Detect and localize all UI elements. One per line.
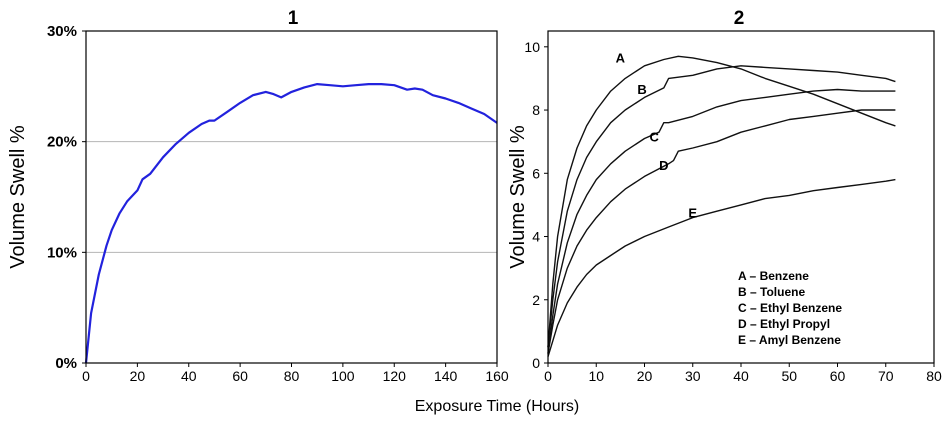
chart-1-y-tick-label: 20% <box>47 134 77 151</box>
chart-2-curve-label: A <box>616 51 626 66</box>
chart-2-series-line-e <box>547 178 896 357</box>
chart-2-legend-entry: E – Amyl Benzene <box>738 333 841 347</box>
chart-1-x-tick-label: 80 <box>284 368 300 384</box>
chart-1-x-tick-label: 0 <box>82 368 90 384</box>
chart-2-y-tick-label: 4 <box>532 229 540 245</box>
chart-2-legend-entry: D – Ethyl Propyl <box>738 317 830 331</box>
chart-2-series-line-c <box>547 88 896 354</box>
chart-1-y-tick-label: 0% <box>55 355 77 372</box>
chart-2-x-tick-label: 20 <box>637 368 653 384</box>
chart-2-legend-entry: B – Toluene <box>738 285 805 299</box>
chart-1-x-tick-label: 40 <box>181 368 197 384</box>
chart-2-x-ticks: 0 10 20 30 40 50 60 70 80 <box>544 363 942 384</box>
chart-1-y-ticks: 0% 10% 20% 30% <box>47 23 86 372</box>
chart-1-y-tick-label: 30% <box>47 23 77 40</box>
chart-1-x-tick-label: 140 <box>434 368 458 384</box>
chart-1-x-tick-label: 120 <box>383 368 407 384</box>
chart-2-curve-labels: A B CD E <box>616 51 698 221</box>
chart-2-ylabel: Volume Swell % <box>507 125 529 269</box>
chart-2-series-line-b <box>547 65 896 348</box>
chart-2-y-tick-label: 2 <box>532 292 540 308</box>
chart-2-legend-entry: A – Benzene <box>738 269 809 283</box>
chart-2-curve-label: C <box>649 130 659 145</box>
chart-1-gridlines <box>86 141 497 253</box>
chart-2-y-tick-label: 0 <box>532 355 540 371</box>
chart-1-ylabel: Volume Swell % <box>7 125 29 269</box>
chart-1-x-tick-label: 60 <box>232 368 248 384</box>
chart-2-y-tick-label: 6 <box>532 165 540 181</box>
chart-1-series <box>84 83 498 364</box>
chart-2-y-tick-label: 10 <box>524 39 540 55</box>
chart-1-series-line <box>84 83 498 364</box>
chart-1-x-tick-label: 20 <box>130 368 146 384</box>
chart-2-legend: A – Benzene B – Toluene C – Ethyl Benzene D… <box>738 269 842 347</box>
chart-2-series <box>547 55 896 357</box>
chart-2-title: 2 <box>734 8 745 29</box>
chart-1-y-tick-label: 10% <box>47 244 77 261</box>
chart-2-x-tick-label: 0 <box>544 368 552 384</box>
chart-2-series-line-d <box>547 109 896 354</box>
chart-2-curve-label: B <box>637 82 646 97</box>
chart-1-x-tick-label: 160 <box>485 368 509 384</box>
chart-2-x-tick-label: 40 <box>733 368 749 384</box>
chart-2-x-tick-label: 30 <box>685 368 701 384</box>
chart-1-x-ticks: 0 20 40 60 80 100 120 140 160 <box>82 363 509 384</box>
chart-2-y-tick-label: 8 <box>532 102 540 118</box>
chart-2-curve-label: D <box>659 158 668 173</box>
chart-2-legend-entry: C – Ethyl Benzene <box>738 301 842 315</box>
chart-2-x-tick-label: 80 <box>926 368 942 384</box>
chart-1-x-tick-label: 100 <box>331 368 355 384</box>
chart-2-x-tick-label: 60 <box>830 368 846 384</box>
chart-2: 2 A B CD E 0 2 4 6 8 10 0 10 20 30 40 50 60 70 80 Volume… <box>507 8 942 384</box>
chart-2-x-tick-label: 70 <box>878 368 894 384</box>
chart-2-curve-label: E <box>688 206 697 221</box>
chart-2-series-line-a <box>547 55 896 348</box>
chart-2-y-ticks: 0 2 4 6 8 10 <box>524 39 548 371</box>
chart-2-x-tick-label: 10 <box>588 368 604 384</box>
chart-1: 1 0% 10% 20% 30% 0 20 40 60 80 100 120 140 160 Volu… <box>7 8 509 384</box>
chart-2-x-tick-label: 50 <box>781 368 797 384</box>
chart-1-frame <box>85 30 498 364</box>
chart-1-title: 1 <box>288 8 299 29</box>
shared-x-axis-label: Exposure Time (Hours) <box>415 398 580 415</box>
